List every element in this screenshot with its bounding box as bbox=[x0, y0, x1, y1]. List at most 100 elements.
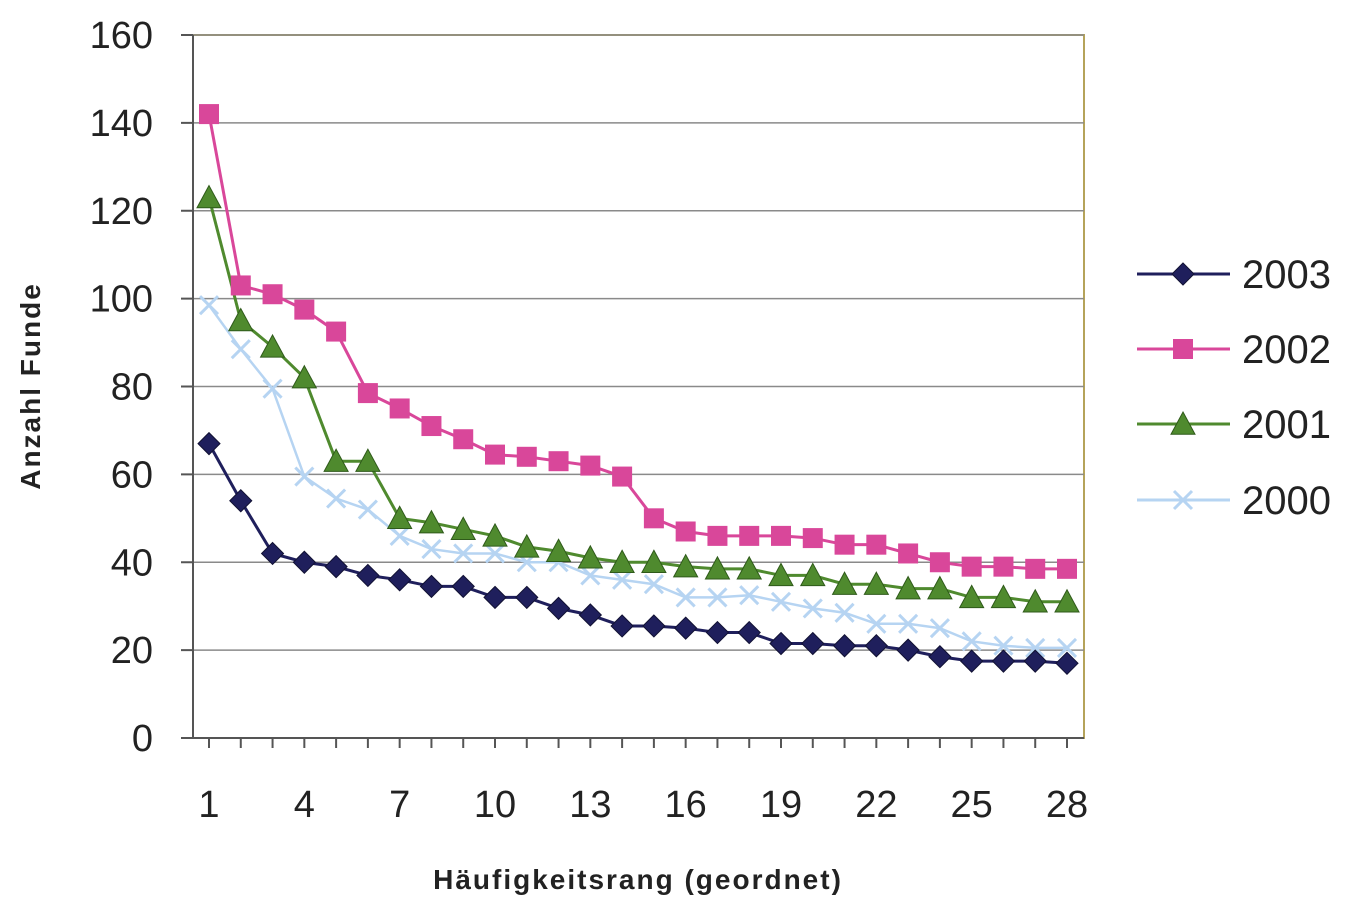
point-2001-19 bbox=[768, 562, 794, 587]
point-2000-15 bbox=[643, 574, 664, 595]
point-2000-21 bbox=[834, 602, 855, 623]
point-2000-2 bbox=[230, 339, 251, 360]
point-2003-14 bbox=[610, 614, 634, 638]
series-lines bbox=[196, 104, 1080, 676]
point-2001-10 bbox=[482, 522, 508, 547]
x-tick-label: 7 bbox=[389, 784, 410, 826]
y-tick-label: 100 bbox=[90, 279, 153, 321]
legend: 2003 2002 2001 2000 bbox=[1137, 253, 1331, 523]
point-2003-24 bbox=[928, 645, 952, 669]
legend-label: 2000 bbox=[1242, 479, 1331, 523]
legend-label: 2001 bbox=[1242, 403, 1331, 447]
point-2000-17 bbox=[707, 587, 728, 608]
legend-marker bbox=[1171, 262, 1195, 286]
legend-marker bbox=[1173, 339, 1193, 359]
point-2002-20 bbox=[802, 528, 823, 549]
x-tick-label: 13 bbox=[569, 784, 611, 826]
point-2002-2 bbox=[230, 275, 251, 296]
point-2003-22 bbox=[864, 634, 889, 658]
legend-label: 2002 bbox=[1242, 328, 1331, 372]
legend-item-2001: 2001 bbox=[1137, 403, 1331, 447]
series-line-2000 bbox=[207, 304, 1067, 650]
point-2000-25 bbox=[961, 631, 982, 652]
point-2001-3 bbox=[259, 333, 286, 358]
x-tick-labels: 1 4 7 10 13 16 19 22 25 28 bbox=[198, 738, 1088, 826]
point-2001-16 bbox=[672, 553, 699, 578]
point-2003-7 bbox=[387, 568, 412, 592]
point-2002-15 bbox=[643, 508, 664, 529]
point-2000-13 bbox=[580, 565, 601, 586]
point-2002-1 bbox=[199, 104, 219, 125]
point-2000-16 bbox=[675, 587, 696, 608]
point-2000-7 bbox=[389, 525, 410, 546]
point-2000-18 bbox=[739, 585, 760, 606]
legend-item-2000: 2000 bbox=[1137, 479, 1331, 523]
point-2003-10 bbox=[483, 585, 507, 610]
point-2001-9 bbox=[450, 516, 477, 540]
point-2002-19 bbox=[771, 525, 791, 546]
series-line-2002 bbox=[207, 113, 1067, 571]
point-2001-2 bbox=[227, 307, 254, 332]
series-line-2003 bbox=[207, 442, 1068, 665]
y-tick-label: 0 bbox=[132, 718, 153, 760]
point-2003-12 bbox=[546, 596, 571, 621]
point-2002-9 bbox=[453, 429, 474, 450]
point-2001-25 bbox=[958, 584, 985, 609]
point-2002-4 bbox=[294, 299, 315, 320]
x-tick-label: 19 bbox=[760, 784, 802, 826]
point-2002-21 bbox=[834, 534, 855, 555]
legend-item-2002: 2002 bbox=[1137, 328, 1331, 372]
point-2001-6 bbox=[355, 448, 381, 472]
x-tick-label: 16 bbox=[665, 784, 707, 826]
point-2001-26 bbox=[990, 584, 1017, 609]
y-tick-label: 120 bbox=[90, 191, 153, 233]
point-2003-26 bbox=[991, 649, 1016, 673]
point-2001-8 bbox=[418, 509, 445, 534]
point-2001-7 bbox=[386, 505, 413, 530]
point-2002-28 bbox=[1057, 558, 1077, 579]
point-2002-24 bbox=[929, 552, 950, 573]
point-2001-4 bbox=[291, 364, 318, 389]
point-2000-5 bbox=[326, 488, 347, 509]
x-tick-label: 25 bbox=[951, 784, 993, 826]
point-2003-15 bbox=[642, 614, 666, 638]
point-2002-25 bbox=[961, 556, 982, 577]
point-2003-1 bbox=[197, 431, 221, 456]
series-2002 bbox=[199, 104, 1077, 579]
point-2003-3 bbox=[260, 541, 285, 566]
point-2001-5 bbox=[323, 448, 349, 472]
point-2002-11 bbox=[516, 446, 537, 467]
point-2001-23 bbox=[895, 575, 921, 600]
point-2000-26 bbox=[993, 635, 1014, 656]
legend-marker bbox=[1172, 489, 1194, 511]
y-tick-labels: 0 20 40 60 80 100 120 140 160 bbox=[90, 15, 193, 760]
point-2002-14 bbox=[612, 466, 633, 487]
point-2000-28 bbox=[1056, 637, 1078, 658]
x-tick-label: 22 bbox=[855, 784, 897, 826]
point-2001-20 bbox=[799, 562, 826, 587]
point-2000-10 bbox=[484, 543, 506, 564]
x-tick-label: 4 bbox=[294, 784, 315, 826]
point-2002-18 bbox=[739, 525, 760, 546]
point-2001-17 bbox=[704, 555, 731, 580]
point-2001-22 bbox=[863, 571, 890, 595]
point-2002-12 bbox=[548, 451, 569, 472]
point-2001-28 bbox=[1054, 588, 1080, 613]
point-2001-13 bbox=[577, 544, 604, 569]
y-tick-label: 40 bbox=[111, 542, 153, 584]
point-2002-23 bbox=[898, 543, 919, 564]
y-tick-label: 60 bbox=[111, 454, 153, 496]
y-tick-label: 20 bbox=[111, 630, 153, 672]
x-tick-label: 10 bbox=[474, 784, 516, 826]
point-2002-6 bbox=[357, 383, 378, 404]
y-tick-label: 80 bbox=[111, 367, 153, 409]
point-2002-5 bbox=[326, 321, 347, 342]
point-2003-4 bbox=[292, 550, 317, 574]
series-line-2001 bbox=[207, 197, 1067, 604]
point-2003-21 bbox=[832, 634, 857, 658]
point-2002-8 bbox=[421, 416, 442, 437]
point-2003-13 bbox=[578, 603, 603, 627]
y-axis-title: Anzahl Funde bbox=[15, 282, 46, 490]
